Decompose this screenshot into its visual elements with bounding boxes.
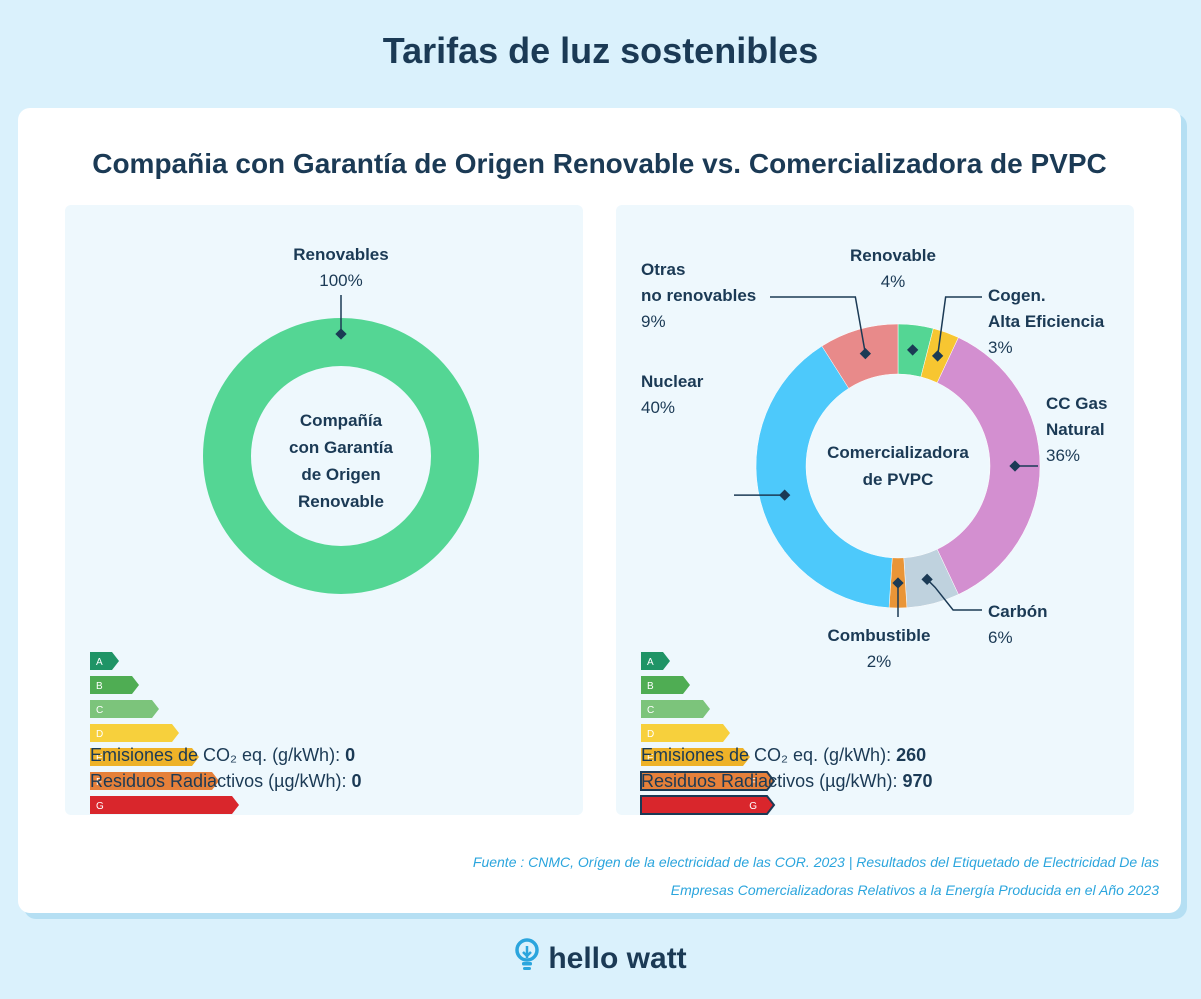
brand-logo: hello watt <box>0 938 1201 980</box>
left-energy-letter-b: B <box>96 681 103 692</box>
label-carbon-name-0: Carbón <box>988 602 1048 621</box>
right-stat-waste: Residuos Radiactivos (µg/kWh): 970 <box>641 771 933 791</box>
marker-otras-no-renovables <box>859 347 872 360</box>
right-energy-letter-g: G <box>749 801 757 812</box>
marker-carbon <box>921 573 933 585</box>
right-energy-class-d <box>641 724 730 742</box>
card-subtitle: Compañia con Garantía de Origen Renovabl… <box>92 148 1107 179</box>
label-renovables-name: Renovables <box>293 245 388 264</box>
right-panel: Renovable 4% Cogen. Alta Eficiencia 3% CC Gas… <box>616 205 1134 815</box>
left-stat-waste: Residuos Radiactivos (µg/kWh): 0 <box>90 771 362 791</box>
slice-cc-gas-natural <box>936 337 1041 595</box>
left-energy-class-d <box>90 724 179 742</box>
left-energy-class-g <box>90 796 239 814</box>
right-energy-class-f <box>640 771 776 791</box>
label-otras-no-renovables-name-1: no renovables <box>641 286 756 305</box>
right-energy-letter-a: A <box>647 657 654 668</box>
left-energy-letter-f: F <box>96 777 102 788</box>
left-energy-letter-a: A <box>96 657 103 668</box>
label-cogeneracion-name-1: Alta Eficiencia <box>988 312 1105 331</box>
label-otras-no-renovables-name-0: Otras <box>641 260 685 279</box>
label-combustible-pct: 2% <box>867 652 892 671</box>
label-combustible-name-0: Combustible <box>828 626 931 645</box>
left-energy-class-f <box>90 772 219 790</box>
left-energy-letter-e: E <box>96 753 103 764</box>
label-renovable-pct: 4% <box>881 272 906 291</box>
right-energy-letter-e: E <box>647 753 654 764</box>
page-title: Tarifas de luz sostenibles <box>382 30 819 71</box>
slice-otras-no-renovables <box>821 323 899 389</box>
left-energy-letter-c: C <box>96 705 103 716</box>
comparison-card: Compañia con Garantía de Origen Renovabl… <box>18 108 1181 913</box>
left-panel: Renovables 100% Compañía con Garantía de Ori… <box>65 205 583 815</box>
label-otras-no-renovables-pct: 9% <box>641 312 666 331</box>
right-energy-letter-d: D <box>647 729 654 740</box>
right-energy-class-e <box>641 748 750 766</box>
left-energy-class-c <box>90 700 159 718</box>
label-cc-gas-natural-pct: 36% <box>1046 446 1080 465</box>
pvpc-donut-chart: Renovable 4% Cogen. Alta Eficiencia 3% CC Gas… <box>640 246 1107 815</box>
slice-nuclear <box>755 345 893 608</box>
right-energy-class-a <box>641 652 670 670</box>
right-energy-class-c <box>641 700 710 718</box>
source-line-2: Empresas Comercializadoras Relativos a l… <box>670 882 1159 898</box>
lightbulb-icon <box>514 938 540 980</box>
label-nuclear-pct: 40% <box>641 398 675 417</box>
right-center-line-1: de PVPC <box>863 470 934 489</box>
right-energy-scale: A B C D E F G <box>640 652 776 815</box>
left-energy-class-a <box>90 652 119 670</box>
left-energy-class-b <box>90 676 139 694</box>
renewable-donut-chart: Renovables 100% Compañía con Garantía de Ori… <box>90 245 479 814</box>
right-energy-letter-f: F <box>751 777 757 788</box>
label-cc-gas-natural-name-1: Natural <box>1046 420 1105 439</box>
leader-carbon <box>926 578 982 611</box>
left-center-line-2: de Origen <box>301 465 380 484</box>
marker-cogeneracion <box>931 350 944 362</box>
left-center-line-0: Compañía <box>300 411 383 430</box>
brand-name: hello watt <box>548 942 687 975</box>
label-cogeneracion-pct: 3% <box>988 338 1013 357</box>
right-stat-emissions: Emisiones de CO₂ eq. (g/kWh): 260 <box>641 745 927 765</box>
left-center-line-1: con Garantía <box>289 438 393 457</box>
left-stats: Emisiones de CO₂ eq. (g/kWh): 0 Residuos… <box>90 742 361 794</box>
right-energy-class-g <box>640 795 776 815</box>
left-stat-emissions: Emisiones de CO₂ eq. (g/kWh): 0 <box>90 745 356 765</box>
leader-cogeneracion <box>936 296 982 357</box>
label-cc-gas-natural-name-0: CC Gas <box>1046 394 1107 413</box>
marker-cc-gas-natural <box>1009 460 1021 472</box>
label-nuclear-name-0: Nuclear <box>641 372 704 391</box>
marker-renovable <box>907 344 919 356</box>
label-carbon-pct: 6% <box>988 628 1013 647</box>
source-line-1: Fuente : CNMC, Orígen de la electricidad… <box>472 854 1159 870</box>
left-energy-scale: A B C D E F G <box>90 652 239 814</box>
marker-combustible <box>892 577 904 589</box>
right-energy-letter-b: B <box>647 681 654 692</box>
label-cogeneracion-name-0: Cogen. <box>988 286 1046 305</box>
right-center-line-0: Comercializadora <box>827 443 969 462</box>
leader-otras-no-renovables <box>770 296 867 354</box>
label-renovable-name-0: Renovable <box>850 246 936 265</box>
right-energy-class-b <box>641 676 690 694</box>
source-note: Fuente : CNMC, Orígen de la electricidad… <box>259 848 1159 904</box>
slice-renovables <box>203 318 479 594</box>
right-stats: Emisiones de CO₂ eq. (g/kWh): 260 Residu… <box>641 742 933 794</box>
left-energy-letter-g: G <box>96 801 104 812</box>
label-renovables-pct: 100% <box>319 271 362 290</box>
left-energy-letter-d: D <box>96 729 103 740</box>
left-energy-class-e <box>90 748 199 766</box>
left-center-line-3: Renovable <box>298 492 384 511</box>
right-energy-letter-c: C <box>647 705 654 716</box>
